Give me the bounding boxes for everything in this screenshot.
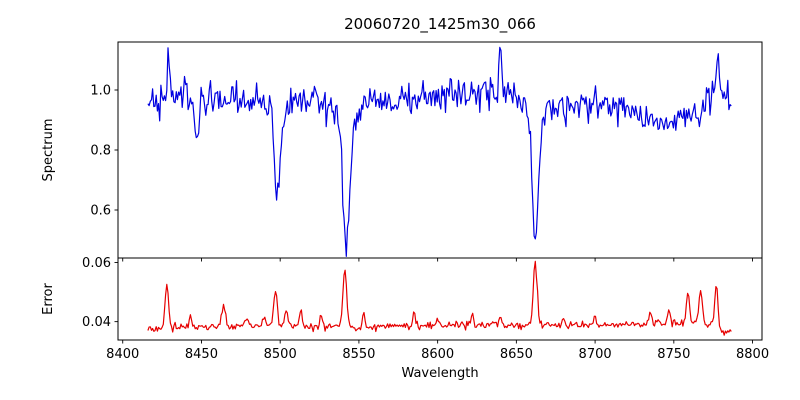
error-y-axis-label: Error — [41, 283, 56, 315]
plot-area: 0.6 0.8 1.0 0.04 0.06 8400 8450 8500 8550 8600 865… — [82, 41, 769, 362]
spectrum-y-tick-label: 0.8 — [90, 144, 111, 159]
x-tick-label: 8550 — [342, 347, 375, 362]
error-y-tick-label: 0.04 — [82, 315, 111, 330]
x-tick-label: 8650 — [500, 347, 533, 362]
error-line — [147, 260, 732, 336]
x-tick-label: 8750 — [657, 347, 690, 362]
x-tick-label: 8500 — [264, 347, 297, 362]
x-tick-label: 8800 — [736, 347, 769, 362]
x-tick-label: 8450 — [185, 347, 218, 362]
spectrum-panel — [117, 41, 763, 259]
x-tick-label: 8400 — [106, 347, 139, 362]
spectrum-line — [147, 46, 732, 257]
chart-title: 20060720_1425m30_066 — [344, 15, 536, 34]
spectrum-y-axis-label: Spectrum — [41, 119, 56, 182]
spectrum-y-tick-label: 0.6 — [90, 204, 111, 219]
spectrum-y-tick-label: 1.0 — [90, 84, 111, 99]
x-axis-label: Wavelength — [401, 366, 478, 381]
x-tick-label: 8600 — [421, 347, 454, 362]
x-tick-label: 8700 — [579, 347, 612, 362]
error-panel — [117, 257, 763, 341]
error-y-tick-label: 0.06 — [82, 256, 111, 271]
